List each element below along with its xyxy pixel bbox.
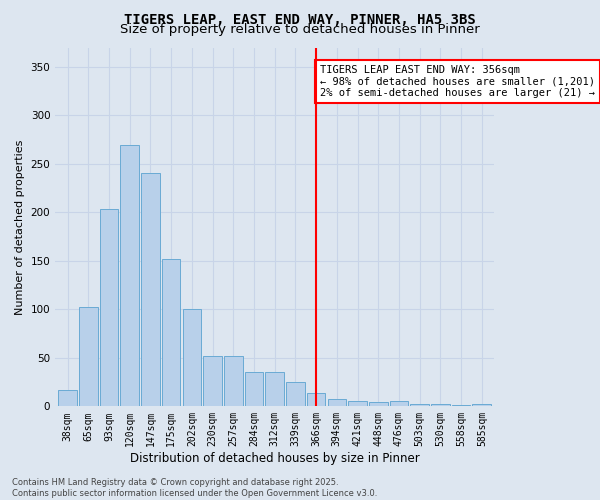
Bar — [472, 404, 491, 406]
Text: Size of property relative to detached houses in Pinner: Size of property relative to detached ho… — [120, 22, 480, 36]
Bar — [328, 398, 346, 406]
Bar — [162, 259, 181, 406]
Bar — [286, 382, 305, 406]
Bar — [431, 404, 450, 406]
Bar — [265, 372, 284, 406]
Bar — [121, 146, 139, 406]
Text: Contains HM Land Registry data © Crown copyright and database right 2025.
Contai: Contains HM Land Registry data © Crown c… — [12, 478, 377, 498]
Bar — [203, 356, 222, 406]
Bar — [348, 400, 367, 406]
Y-axis label: Number of detached properties: Number of detached properties — [15, 139, 25, 314]
Bar — [141, 172, 160, 406]
Bar — [100, 210, 118, 406]
Bar — [224, 356, 242, 406]
X-axis label: Distribution of detached houses by size in Pinner: Distribution of detached houses by size … — [130, 452, 419, 465]
Bar — [245, 372, 263, 406]
Bar — [307, 393, 325, 406]
Bar — [182, 310, 201, 406]
Bar — [58, 390, 77, 406]
Bar — [410, 404, 429, 406]
Bar — [79, 308, 98, 406]
Bar — [369, 402, 388, 406]
Text: TIGERS LEAP, EAST END WAY, PINNER, HA5 3BS: TIGERS LEAP, EAST END WAY, PINNER, HA5 3… — [124, 12, 476, 26]
Bar — [389, 402, 408, 406]
Text: TIGERS LEAP EAST END WAY: 356sqm
← 98% of detached houses are smaller (1,201)
2%: TIGERS LEAP EAST END WAY: 356sqm ← 98% o… — [320, 65, 595, 98]
